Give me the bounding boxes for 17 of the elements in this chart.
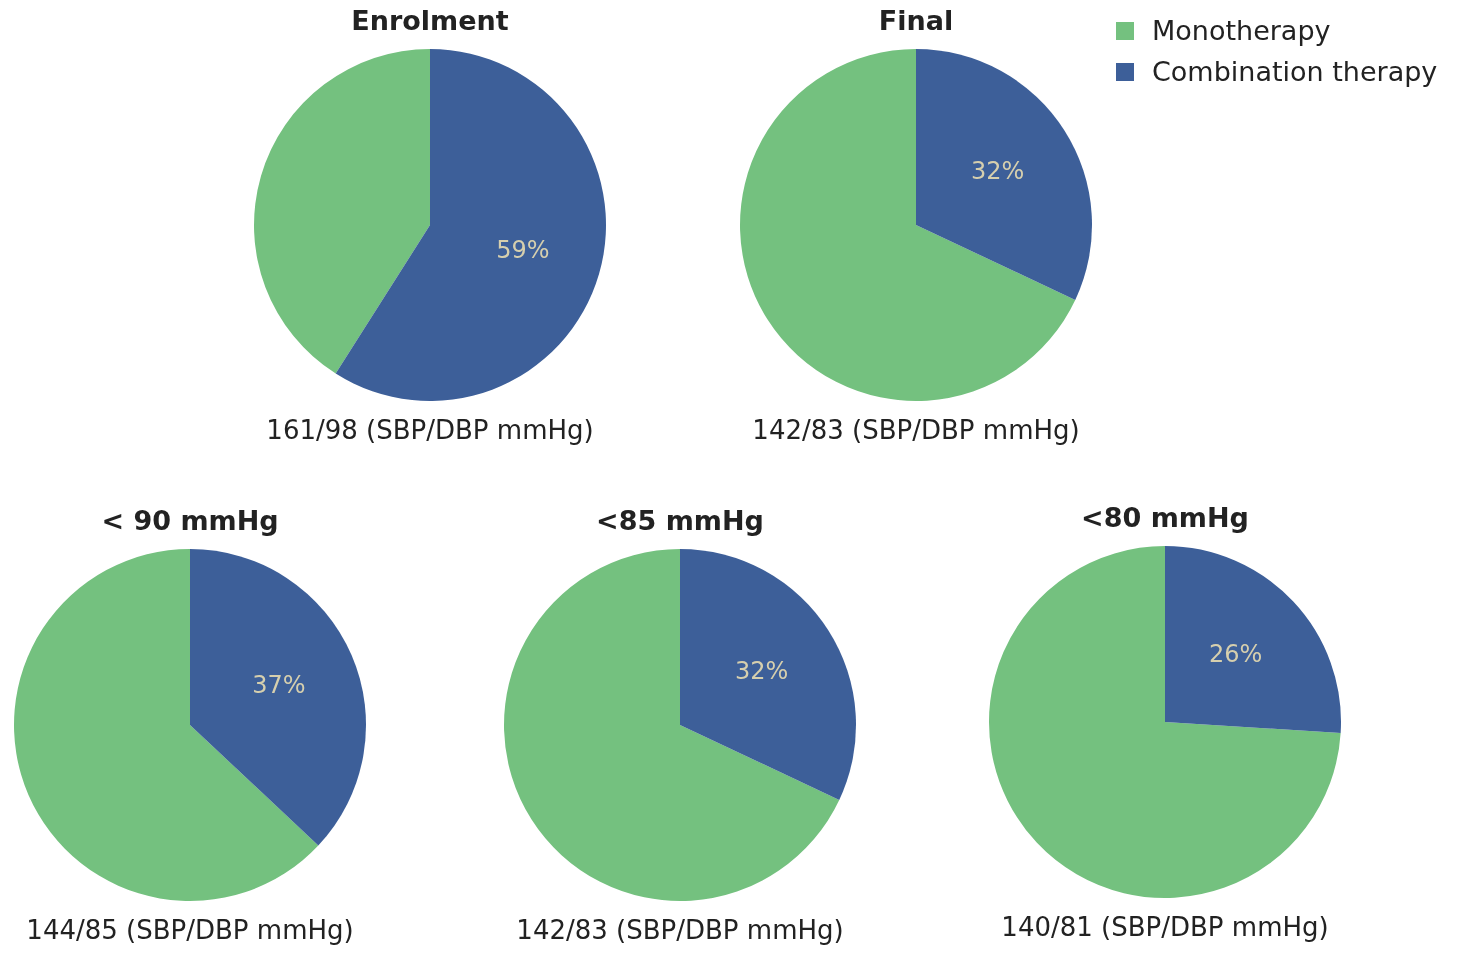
data-label: 26% <box>1208 639 1263 668</box>
text: 161/98 (SBP/DBP mmHg) <box>265 415 595 445</box>
text: 142/83 (SBP/DBP mmHg) <box>751 415 1081 445</box>
legend-label: Monotherapy <box>1152 15 1331 46</box>
data-label: 32% <box>971 157 1025 186</box>
data-label: 32% <box>735 657 789 686</box>
chart-title: Final <box>877 5 955 36</box>
text: 140/81 (SBP/DBP mmHg) <box>1000 912 1330 942</box>
chart-title: < 90 mmHg <box>100 505 280 536</box>
data-label: 37% <box>252 670 306 699</box>
chart-title: <80 mmHg <box>1080 502 1250 533</box>
text: 142/83 (SBP/DBP mmHg) <box>515 915 845 945</box>
text: 144/85 (SBP/DBP mmHg) <box>25 915 355 945</box>
chart-title: <85 mmHg <box>595 505 765 536</box>
data-label: 59% <box>496 236 550 265</box>
legend-label: Combination therapy <box>1152 56 1438 87</box>
chart-title: Enrolment <box>350 5 510 36</box>
